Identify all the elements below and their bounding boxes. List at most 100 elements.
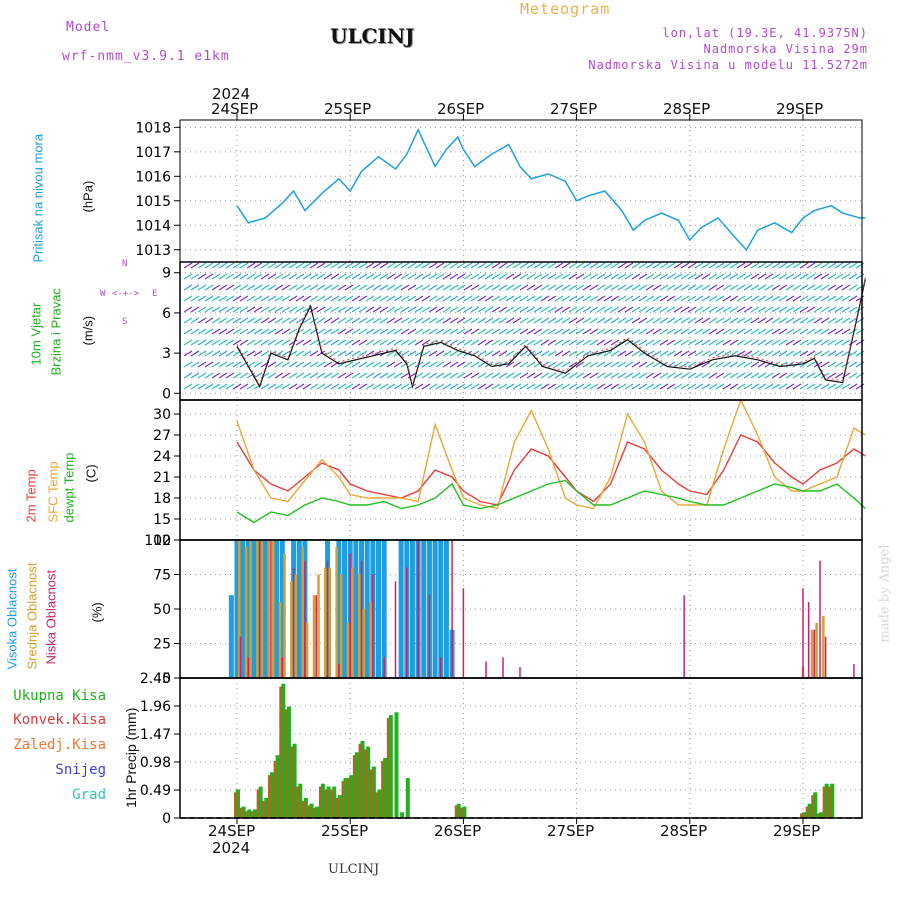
wind-barb xyxy=(799,317,809,324)
wind-barb xyxy=(715,328,725,335)
wind-barb xyxy=(386,317,396,324)
wind-barb xyxy=(407,328,417,335)
wind-barb xyxy=(295,372,305,379)
wind-barb xyxy=(603,350,613,357)
wind-barb xyxy=(624,306,634,313)
wind-barb xyxy=(561,350,571,357)
wind-barb xyxy=(204,262,214,269)
wind-barb xyxy=(190,350,200,357)
high-cloud-bar xyxy=(262,540,268,678)
wind-barb xyxy=(407,262,417,269)
wind-barb xyxy=(694,328,704,335)
wind-barb xyxy=(568,295,578,302)
wind-barb xyxy=(659,317,669,324)
wind-barb xyxy=(533,328,543,335)
wind-barb xyxy=(659,372,669,379)
precip-convective-bar xyxy=(330,789,334,818)
wind-barb xyxy=(799,350,809,357)
wind-barb xyxy=(764,361,774,368)
wind-barb xyxy=(785,284,795,291)
ytick-label: 25 xyxy=(153,637,171,653)
wind-barb xyxy=(274,317,284,324)
wind-barb xyxy=(792,284,802,291)
high-cloud-bar xyxy=(376,540,381,678)
ytick-label: 3 xyxy=(162,346,171,362)
wind-barb xyxy=(456,317,466,324)
wind-barb xyxy=(624,339,634,346)
wind-barb xyxy=(393,372,403,379)
wind-barb xyxy=(449,295,459,302)
precip-convective-bar xyxy=(284,709,288,818)
wind-barb xyxy=(687,262,697,269)
wind-barb xyxy=(659,273,669,280)
wind-barb xyxy=(267,328,277,335)
wind-barb xyxy=(687,372,697,379)
wind-barb xyxy=(645,383,655,390)
wind-barb xyxy=(855,328,865,335)
wind-barb xyxy=(561,361,571,368)
wind-barb xyxy=(743,383,753,390)
ytick-label: 75 xyxy=(153,568,171,584)
wind-barb xyxy=(680,262,690,269)
wind-barb xyxy=(666,383,676,390)
mid-cloud-bar xyxy=(335,546,338,678)
mid-cloud-bar xyxy=(271,540,275,678)
precip-total-bar xyxy=(286,706,291,818)
wind-barb xyxy=(449,361,459,368)
wind-barb xyxy=(330,339,340,346)
wind-barb xyxy=(708,262,718,269)
wind-barb xyxy=(806,317,816,324)
wind-barb xyxy=(274,372,284,379)
wind-barb xyxy=(526,295,536,302)
precip-total-bar xyxy=(332,786,337,818)
wind-barb xyxy=(673,284,683,291)
wind-barb xyxy=(428,273,438,280)
precip-total-bar xyxy=(258,786,263,818)
wind-barb xyxy=(603,317,613,324)
wind-barb xyxy=(344,361,354,368)
wind-barb xyxy=(806,273,816,280)
wind-barb xyxy=(834,317,844,324)
wind-barb xyxy=(246,306,256,313)
wind-barb xyxy=(841,361,851,368)
wind-barb xyxy=(463,317,473,324)
wind-barb xyxy=(589,383,599,390)
wind-barb xyxy=(281,383,291,390)
wind-barb xyxy=(225,361,235,368)
wind-barb xyxy=(694,273,704,280)
wind-barb xyxy=(365,372,375,379)
wind-barb xyxy=(652,372,662,379)
wind-barb xyxy=(778,350,788,357)
wind-barb xyxy=(540,284,550,291)
wind-barb xyxy=(708,339,718,346)
wind-barb xyxy=(274,339,284,346)
wind-barb xyxy=(806,328,816,335)
wind-barb xyxy=(582,350,592,357)
wind-barb xyxy=(351,350,361,357)
wind-barb xyxy=(267,339,277,346)
low-cloud-bar xyxy=(451,540,453,678)
wind-barb xyxy=(197,372,207,379)
wind-barb xyxy=(526,372,536,379)
wind-barb xyxy=(351,295,361,302)
wind-barb xyxy=(575,317,585,324)
wind-barb xyxy=(708,383,718,390)
wind-barb xyxy=(267,317,277,324)
wind-barb xyxy=(652,361,662,368)
wind-barb xyxy=(729,317,739,324)
wind-barb xyxy=(820,339,830,346)
wind-barb xyxy=(547,328,557,335)
wind-barb xyxy=(239,328,249,335)
wind-barb xyxy=(470,273,480,280)
wind-barb xyxy=(575,339,585,346)
wind-barb xyxy=(337,262,347,269)
wind-barb xyxy=(603,339,613,346)
wind-barb xyxy=(316,295,326,302)
wind-barb xyxy=(218,284,228,291)
wind-barb xyxy=(302,273,312,280)
wind-barb xyxy=(435,284,445,291)
wind-barb xyxy=(505,383,515,390)
wind-barb xyxy=(792,328,802,335)
wind-barb xyxy=(792,306,802,313)
wind-barb xyxy=(302,295,312,302)
